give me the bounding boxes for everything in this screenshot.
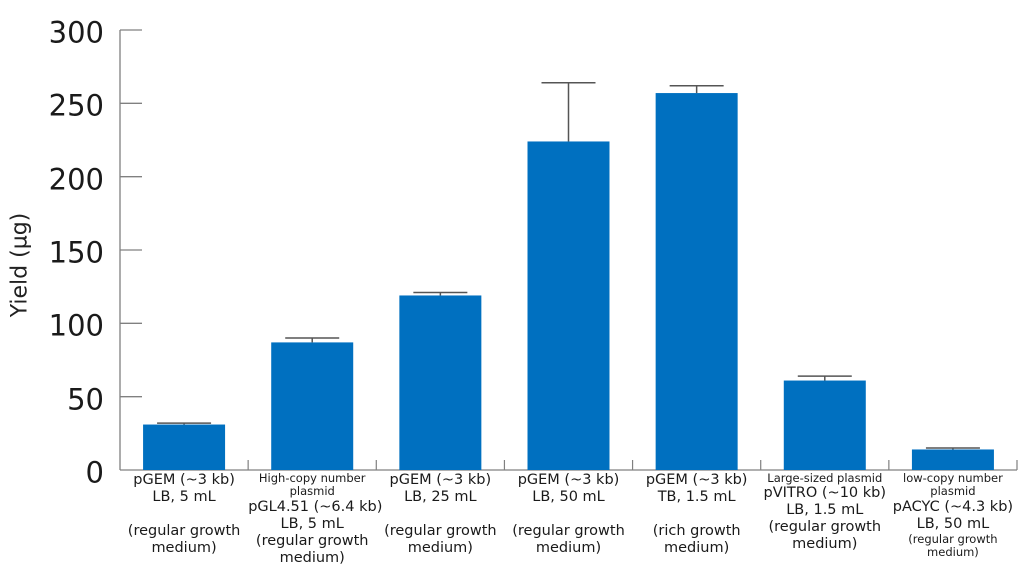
bar [527,141,610,470]
y-tick-label: 100 [48,308,104,343]
category-label-line: (regular growth [908,531,998,546]
category-label-line: pACYC (~4.3 kb) [892,498,1014,515]
category-label-line: medium) [407,539,473,556]
category-label-line: (regular growth [768,519,882,536]
category-label-line: (regular growth [127,522,241,539]
category-label-line: low-copy number [903,471,1003,485]
category-label-line: plasmid [930,484,976,499]
category-label-line: (regular growth [512,522,625,539]
category-label-line: (rich growth [652,522,741,539]
category-label-line: pGL4.51 (~6.4 kb) [248,498,383,515]
category-label-line: Large-sized plasmid [767,471,883,485]
category-label-line: LB, 25 mL [404,488,477,505]
category-label-line [120,506,248,523]
y-tick-label: 300 [48,15,104,50]
category-label-line: medium) [664,539,730,556]
category-label-line: medium) [792,536,858,553]
category-label-line: medium) [151,539,217,556]
category-label-line: medium) [535,539,602,556]
bar [143,424,226,470]
category-label-line [633,506,761,523]
x-category-label: pGEM (~3 kb) LB, 5 mL (regular growth mediu… [120,472,248,557]
category-label-line: (regular growth [255,532,369,549]
y-tick-label: 200 [48,162,104,197]
category-label-line: LB, 5 mL [280,515,344,532]
category-label-line: (regular growth [384,522,497,539]
bar [271,342,354,470]
category-label-line: medium) [279,549,345,566]
category-label-line: pGEM (~3 kb) [389,472,492,488]
x-category-label: pGEM (~3 kb) LB, 25 mL (regular growth medi… [376,472,504,557]
category-label-line: medium) [927,545,979,560]
x-category-label: pGEM (~3 kb) TB, 1.5 mL (rich growth medium… [633,472,761,557]
x-category-label: Large-sized plasmid pVITRO (~10 kb) LB, 1.… [761,471,889,553]
category-label-line: pGEM (~3 kb) [645,472,748,488]
category-label-line: pVITRO (~10 kb) [763,485,887,502]
y-axis-title: Yield (µg) [5,213,35,318]
y-tick-label: 0 [85,455,104,490]
bar [399,295,482,470]
category-label-line [376,506,504,523]
y-tick-label: 250 [48,88,104,123]
category-label-line: LB, 50 mL [916,515,990,532]
category-label-line: TB, 1.5 mL [657,488,736,505]
x-category-label: low-copy number plasmid pACYC (~4.3 kb) LB,… [889,471,1017,560]
x-category-label: pGEM (~3 kb) LB, 50 mL (regular growth medi… [505,472,633,557]
y-tick-label: 150 [48,235,104,270]
bar [783,380,866,470]
category-label-line: pGEM (~3 kb) [133,472,235,488]
category-label-line: LB, 1.5 mL [786,502,864,519]
category-label-line: plasmid [289,484,335,499]
bar [911,449,994,470]
x-category-label: High-copy number plasmid pGL4.51 (~6.4 kb)… [248,471,383,567]
y-tick-label: 50 [67,382,104,417]
y-axis-title-text: Yield (µg) [7,212,33,318]
category-label-line: LB, 50 mL [532,488,605,505]
category-label-line: pGEM (~3 kb) [517,472,620,488]
category-label-line [505,506,633,523]
category-label-line: LB, 5 mL [152,488,216,505]
bar [655,93,738,471]
category-label-line: High-copy number [258,471,366,485]
